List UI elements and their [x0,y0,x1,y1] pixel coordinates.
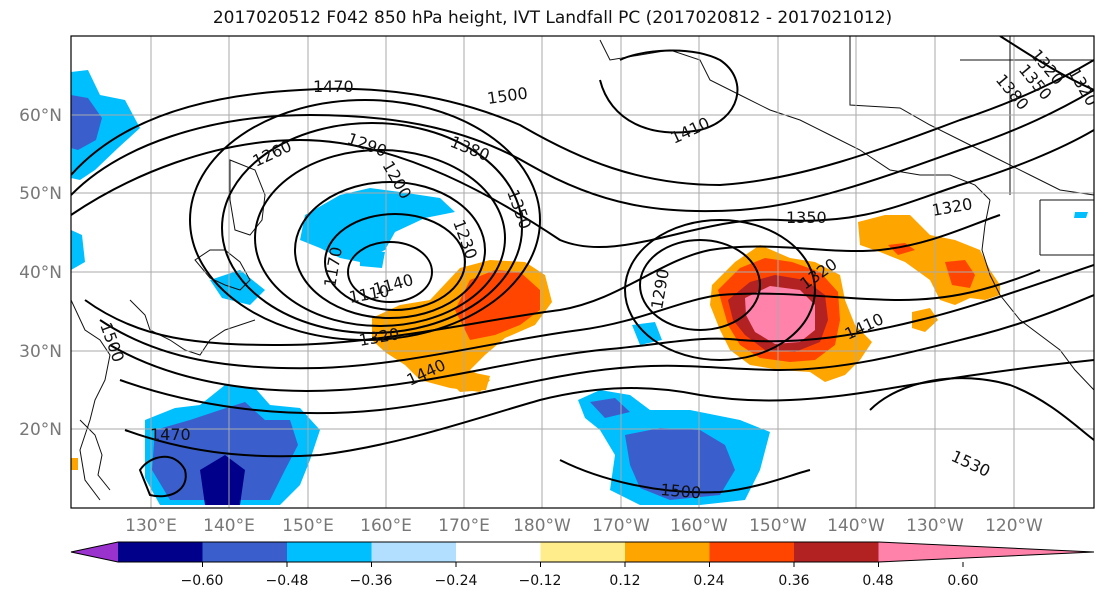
colorbar-tick-label: −0.48 [266,573,309,589]
lon-label: 160°E [360,516,412,536]
colorbar-tick-label: −0.60 [181,573,224,589]
colorbar-tick-label: 0.36 [778,573,809,589]
lon-label: 180°W [513,516,571,536]
lon-label: 130°W [906,516,964,536]
lon-label: 140°W [827,516,885,536]
colorbar-tick-label: −0.12 [519,573,562,589]
colorbar-segment [456,542,541,562]
colorbar-segment [118,542,203,562]
lat-label-60n: 60°N [19,106,62,126]
longitude-labels: 130°E 140°E 150°E 160°E 170°E 180°W 170°… [125,516,1043,536]
lon-label: 150°E [282,516,334,536]
lon-label: 150°W [749,516,807,536]
lat-label-50n: 50°N [19,184,62,204]
colorbar-tick-labels: −0.60 −0.48 −0.36 −0.24 −0.12 0.12 0.24 … [181,573,979,589]
lon-label: 170°E [438,516,490,536]
map-frame [70,35,1095,509]
lon-label: 120°W [985,516,1043,536]
colorbar-tick-label: −0.36 [350,573,393,589]
colorbar-segment [540,542,626,562]
colorbar-tick-label: −0.24 [435,573,478,589]
colorbar-tick-label: 0.12 [609,573,640,589]
contour-label: 1470 [150,425,191,444]
colorbar-segment [287,542,372,562]
contour-label: 1500 [660,480,702,502]
ivt-negative-shading [71,70,1088,505]
colorbar-segment [371,542,457,562]
lon-label: 130°E [125,516,177,536]
colorbar [70,541,1095,567]
lat-label-30n: 30°N [19,342,62,362]
colorbar-segment [794,542,879,562]
height-contours [71,36,1094,498]
latitude-labels: 60°N 50°N 40°N 30°N 20°N [19,106,62,440]
lat-label-40n: 40°N [19,263,62,283]
graticule [71,36,1094,508]
contour-label: 1470 [313,77,354,96]
lon-label: 160°W [670,516,728,536]
colorbar-tick-label: 0.48 [862,573,893,589]
contour-label: 1350 [786,208,827,227]
lat-label-20n: 20°N [19,420,62,440]
contour-labels: 1470 1500 1290 1260 1380 1410 1350 1320 … [96,45,1094,502]
colorbar-segment [709,542,795,562]
colorbar-segment [202,542,288,562]
colorbar-tick-label: 0.24 [693,573,724,589]
colorbar-extend-max [878,542,1094,562]
colorbar-tick-label: 0.60 [947,573,978,589]
map-title: 2017020512 F042 850 hPa height, IVT Land… [212,8,893,28]
colorbar-extend-min [71,542,118,562]
lon-label: 140°E [203,516,255,536]
lon-label: 170°W [592,516,650,536]
colorbar-segment [625,542,710,562]
colorbar-outline [70,541,1095,563]
